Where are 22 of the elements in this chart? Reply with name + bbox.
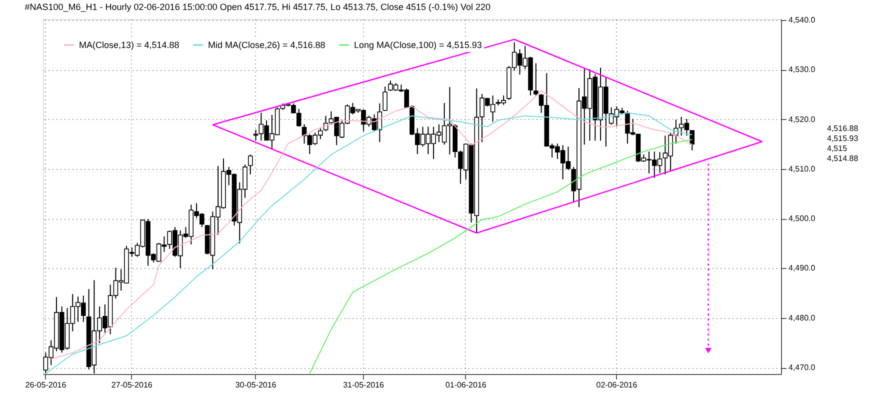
legend-label: MA(Close,13) = 4,514.88 bbox=[79, 40, 180, 50]
chart-title: #NAS100_M6_H1 - Hourly 02-06-2016 15:00:00 Open 4517.75, Hi 4517.75, Lo 4513.75, Close 4515 (-0.1%) Vol 220 bbox=[24, 2, 491, 12]
y-tick-label: 4,530.0 bbox=[788, 65, 816, 74]
y-tick-label: 4,490.0 bbox=[788, 264, 816, 273]
y-tick-label: 4,480.0 bbox=[788, 313, 816, 322]
y-tick-label: 4,510.0 bbox=[788, 164, 816, 174]
text: 4,515.93 bbox=[827, 134, 859, 144]
x-tick-label: 30-05-2016 bbox=[235, 380, 277, 390]
legend-label: Mid MA(Close,26) = 4,516.88 bbox=[208, 40, 326, 50]
x-tick-label: 02-06-2016 bbox=[596, 380, 638, 390]
text: 4,516.88 bbox=[827, 124, 859, 134]
y-tick-label: 4,520.0 bbox=[788, 114, 816, 124]
y-tick-label: 4,470.0 bbox=[788, 363, 816, 372]
x-tick-label: 27-05-2016 bbox=[111, 380, 153, 390]
y-tick-label: 4,500.0 bbox=[788, 214, 816, 224]
text: 4,515 bbox=[827, 144, 848, 154]
y-tick-label: 4,540.0 bbox=[788, 15, 816, 24]
x-tick-label: 01-06-2016 bbox=[445, 380, 487, 390]
legend-label: Long MA(Close,100) = 4,515.93 bbox=[354, 40, 482, 50]
x-tick-label: 26-05-2016 bbox=[25, 380, 67, 390]
text: 4,514.88 bbox=[827, 154, 859, 164]
x-tick-label: 31-05-2016 bbox=[343, 380, 385, 390]
